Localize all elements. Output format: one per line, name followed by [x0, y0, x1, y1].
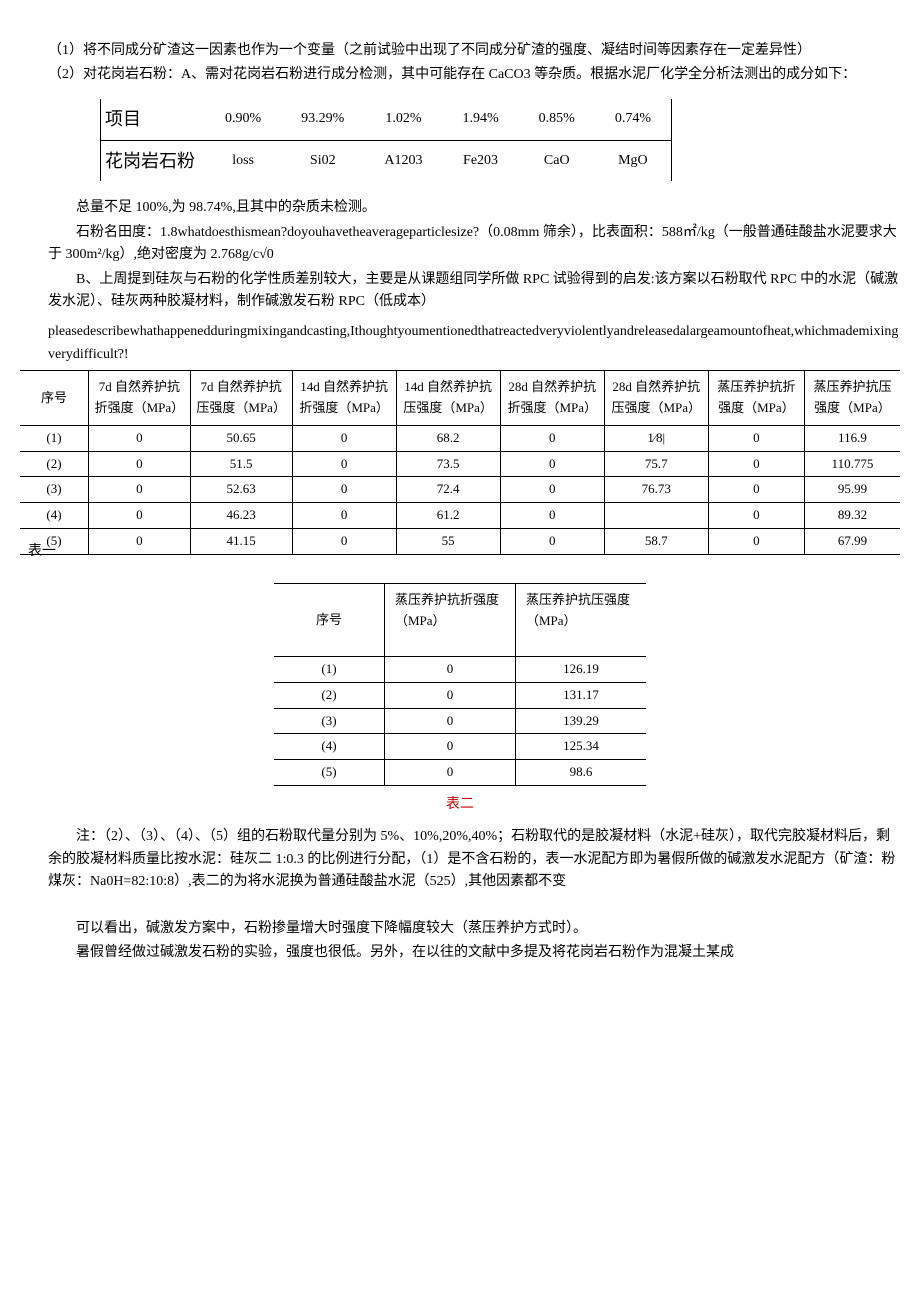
comp-val: 0.74% — [595, 99, 672, 140]
comp-val: 1.94% — [442, 99, 518, 140]
t1-h: 14d 自然养护抗压强度（MPa） — [396, 371, 500, 426]
paragraph-2: （2）对花岗岩石粉：A、需对花岗岩石粉进行成分检测，其中可能存在 CaCO3 等… — [48, 64, 900, 86]
t2-h: 蒸压养护抗压强度（MPa） — [516, 584, 647, 657]
table-cell: (1) — [20, 425, 89, 451]
table-cell: 0 — [292, 477, 396, 503]
table-cell: 0 — [708, 503, 804, 529]
table-cell: 0 — [385, 682, 516, 708]
table-cell: (2) — [20, 451, 89, 477]
table-cell: 0 — [708, 477, 804, 503]
table-cell: 0 — [89, 503, 191, 529]
table-cell: 89.32 — [804, 503, 900, 529]
table-cell: 139.29 — [516, 708, 647, 734]
t1-h: 7d 自然养护抗折强度（MPa） — [89, 371, 191, 426]
comp-name: loss — [205, 140, 281, 181]
paragraph-8: 可以看出，碱激发方案中，石粉掺量增大时强度下降幅度较大（蒸压养护方式时）。 — [48, 918, 900, 940]
table-cell: 0 — [385, 734, 516, 760]
paragraph-5: B、上周提到硅灰与石粉的化学性质差别较大，主要是从课题组同学所做 RPC 试验得… — [48, 269, 900, 314]
comp-val: 93.29% — [281, 99, 364, 140]
table-cell: 0 — [500, 477, 604, 503]
table-cell: 0 — [292, 503, 396, 529]
table-cell: 0 — [500, 425, 604, 451]
table-cell: 0 — [292, 425, 396, 451]
comp-name: Fe203 — [442, 140, 518, 181]
paragraph-6: pleasedescribewhathappenedduringmixingan… — [20, 321, 900, 366]
table-cell: 0 — [500, 503, 604, 529]
table-cell: 73.5 — [396, 451, 500, 477]
comp-name: A1203 — [364, 140, 442, 181]
t1-h: 14d 自然养护抗折强度（MPa） — [292, 371, 396, 426]
table-cell: 0 — [385, 657, 516, 683]
table-cell: 52.63 — [190, 477, 292, 503]
composition-table: 项目 0.90% 93.29% 1.02% 1.94% 0.85% 0.74% … — [100, 99, 672, 182]
table-cell: (3) — [274, 708, 385, 734]
table-cell: 51.5 — [190, 451, 292, 477]
paragraph-3: 总量不足 100%,为 98.74%,且其中的杂质未检测。 — [48, 197, 900, 219]
table-cell: 50.65 — [190, 425, 292, 451]
table-cell: 131.17 — [516, 682, 647, 708]
t1-h: 蒸压养护抗压强度（MPa） — [804, 371, 900, 426]
table-cell: 95.99 — [804, 477, 900, 503]
table-cell: (3) — [20, 477, 89, 503]
comp-val: 1.02% — [364, 99, 442, 140]
table-cell: (4) — [274, 734, 385, 760]
table-cell: 68.2 — [396, 425, 500, 451]
strength-table-1: 序号 7d 自然养护抗折强度（MPa） 7d 自然养护抗压强度（MPa） 14d… — [20, 370, 900, 555]
table-cell: 46.23 — [190, 503, 292, 529]
table-2-label: 表二 — [20, 794, 900, 816]
table-cell: 98.6 — [516, 760, 647, 786]
table-1-label: 表一 — [28, 541, 900, 563]
paragraph-9: 暑假曾经做过碱激发石粉的实验，强度也很低。另外，在以往的文献中多提及将花岗岩石粉… — [48, 942, 900, 964]
t2-h: 蒸压养护抗折强度（MPa） — [385, 584, 516, 657]
table-cell: 125.34 — [516, 734, 647, 760]
comp-header-label: 项目 — [101, 99, 206, 140]
table-cell: 116.9 — [804, 425, 900, 451]
table-cell: 0 — [385, 760, 516, 786]
table-cell — [604, 503, 708, 529]
comp-name: CaO — [519, 140, 595, 181]
table-cell: 0 — [708, 425, 804, 451]
paragraph-1: （1）将不同成分矿渣这一因素也作为一个变量（之前试验中出现了不同成分矿渣的强度、… — [48, 40, 900, 62]
table-cell: (2) — [274, 682, 385, 708]
comp-name: Si02 — [281, 140, 364, 181]
comp-name: MgO — [595, 140, 672, 181]
table-cell: 110.775 — [804, 451, 900, 477]
table-cell: 0 — [89, 477, 191, 503]
t1-h: 序号 — [20, 371, 89, 426]
table-cell: 0 — [500, 451, 604, 477]
paragraph-4: 石粉名田度：1.8whatdoesthismean?doyouhavetheav… — [48, 222, 900, 267]
strength-table-2: 序号 蒸压养护抗折强度（MPa） 蒸压养护抗压强度（MPa） (1)0126.1… — [274, 583, 646, 786]
table-cell: 0 — [89, 451, 191, 477]
t1-h: 7d 自然养护抗压强度（MPa） — [190, 371, 292, 426]
table-cell: (4) — [20, 503, 89, 529]
table-cell: 76.73 — [604, 477, 708, 503]
t1-h: 28d 自然养护抗压强度（MPa） — [604, 371, 708, 426]
t2-h: 序号 — [274, 584, 385, 657]
paragraph-7: 注：（2）、（3）、（4）、（5）组的石粉取代量分别为 5%、10%,20%,4… — [48, 826, 900, 893]
table-cell: 126.19 — [516, 657, 647, 683]
table-cell: 0 — [292, 451, 396, 477]
table-cell: (1) — [274, 657, 385, 683]
table-cell: 75.7 — [604, 451, 708, 477]
table-cell: 0 — [385, 708, 516, 734]
table-cell: (5) — [274, 760, 385, 786]
comp-row-label: 花岗岩石粉 — [101, 140, 206, 181]
comp-val: 0.85% — [519, 99, 595, 140]
table-cell: 0 — [708, 451, 804, 477]
table-cell: 0 — [89, 425, 191, 451]
t1-h: 28d 自然养护抗折强度（MPa） — [500, 371, 604, 426]
table-cell: 72.4 — [396, 477, 500, 503]
table-cell: 61.2 — [396, 503, 500, 529]
comp-val: 0.90% — [205, 99, 281, 140]
t1-h: 蒸压养护抗折强度（MPa） — [708, 371, 804, 426]
table-cell: 1⁄8| — [604, 425, 708, 451]
